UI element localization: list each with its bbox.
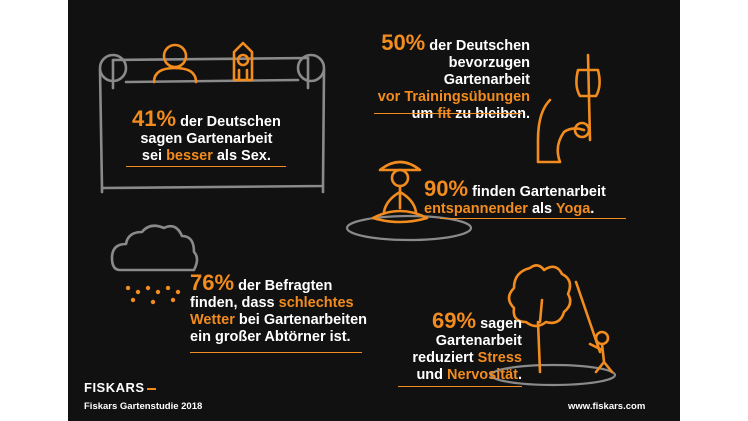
stat-76-wetter: Wetter	[190, 312, 235, 328]
fiskars-logo-icon: FISKARS	[84, 380, 158, 395]
stat-69-line1: sagen	[476, 316, 522, 332]
stat-69-line2: Gartenarbeit	[435, 333, 522, 349]
stat-50-underline	[374, 113, 522, 114]
stat-41-underline	[126, 166, 286, 167]
study-label: Fiskars Gartenstudie 2018	[84, 401, 203, 412]
stat-69-line4a: und	[416, 367, 448, 383]
stat-90-line1: finden Gartenarbeit	[468, 184, 606, 200]
stat-41-percent: 41%	[132, 106, 177, 131]
stat-41: 41% der Deutschen sagen Gartenarbeit sei…	[132, 108, 281, 165]
stat-50-percent: 50%	[381, 30, 426, 55]
axe-arm-icon	[536, 53, 601, 164]
stat-69-underline	[398, 386, 522, 387]
fiskars-brand: FISKARS	[84, 380, 145, 395]
stat-50-line4b: zu bleiben.	[451, 106, 530, 122]
stat-76-line1: der Befragten	[234, 278, 333, 294]
stat-69-line4b: .	[517, 367, 522, 383]
stat-76: 76% der Befragten finden, dass schlechte…	[190, 272, 367, 346]
stat-50: 50% der Deutschen bevorzugen Gartenarbei…	[374, 32, 530, 123]
stat-90-entspannender: entspannender	[424, 201, 528, 217]
stat-41-line1: der Deutschen	[176, 114, 281, 130]
stat-41-line2: sagen Gartenarbeit	[140, 131, 273, 147]
couple-in-bed-icon	[152, 41, 254, 84]
infographic-board: 41% der Deutschen sagen Gartenarbeit sei…	[68, 0, 680, 421]
stat-90-yoga: Yoga	[555, 201, 591, 217]
yoga-person-icon	[345, 160, 473, 242]
stat-69-stress: Stress	[477, 350, 522, 366]
stat-90-als: als	[527, 201, 556, 217]
website-link[interactable]: www.fiskars.com	[568, 401, 646, 412]
stat-90-period: .	[590, 201, 595, 217]
tree-pruner-icon	[489, 264, 617, 387]
stat-76-schlechtes: schlechtes	[278, 295, 354, 311]
stat-69-line3: reduziert	[412, 350, 478, 366]
stat-41-highlight: besser	[166, 148, 213, 164]
stat-90-percent: 90%	[424, 176, 469, 201]
stat-90-underline	[440, 218, 626, 219]
stat-76-line3: bei Gartenarbeiten	[234, 312, 368, 328]
stat-69-nervositaet: Nervosität	[447, 367, 518, 383]
stat-50-line4a: um	[411, 106, 438, 122]
stat-76-line4: ein großer Abtörner ist.	[190, 329, 351, 345]
stat-50-fit: fit	[437, 106, 452, 122]
illustrations	[98, 41, 617, 387]
stat-69-percent: 69%	[432, 308, 477, 333]
stat-69: 69% sagen Gartenarbeit reduziert Stress …	[402, 310, 522, 384]
stat-50-line1: der Deutschen	[425, 38, 530, 54]
stat-76-percent: 76%	[190, 270, 235, 295]
stat-50-line2: bevorzugen Gartenarbeit	[443, 55, 530, 88]
stat-90: 90% finden Gartenarbeit entspannender al…	[424, 178, 606, 218]
stat-41-line3b: als Sex.	[212, 148, 271, 164]
stat-41-line3a: sei	[141, 148, 167, 164]
rain-cloud-icon	[110, 224, 199, 305]
stat-50-highlight: vor Trainingsübungen	[377, 89, 530, 105]
stat-76-underline	[190, 352, 362, 353]
stat-76-line2a: finden, dass	[190, 295, 279, 311]
